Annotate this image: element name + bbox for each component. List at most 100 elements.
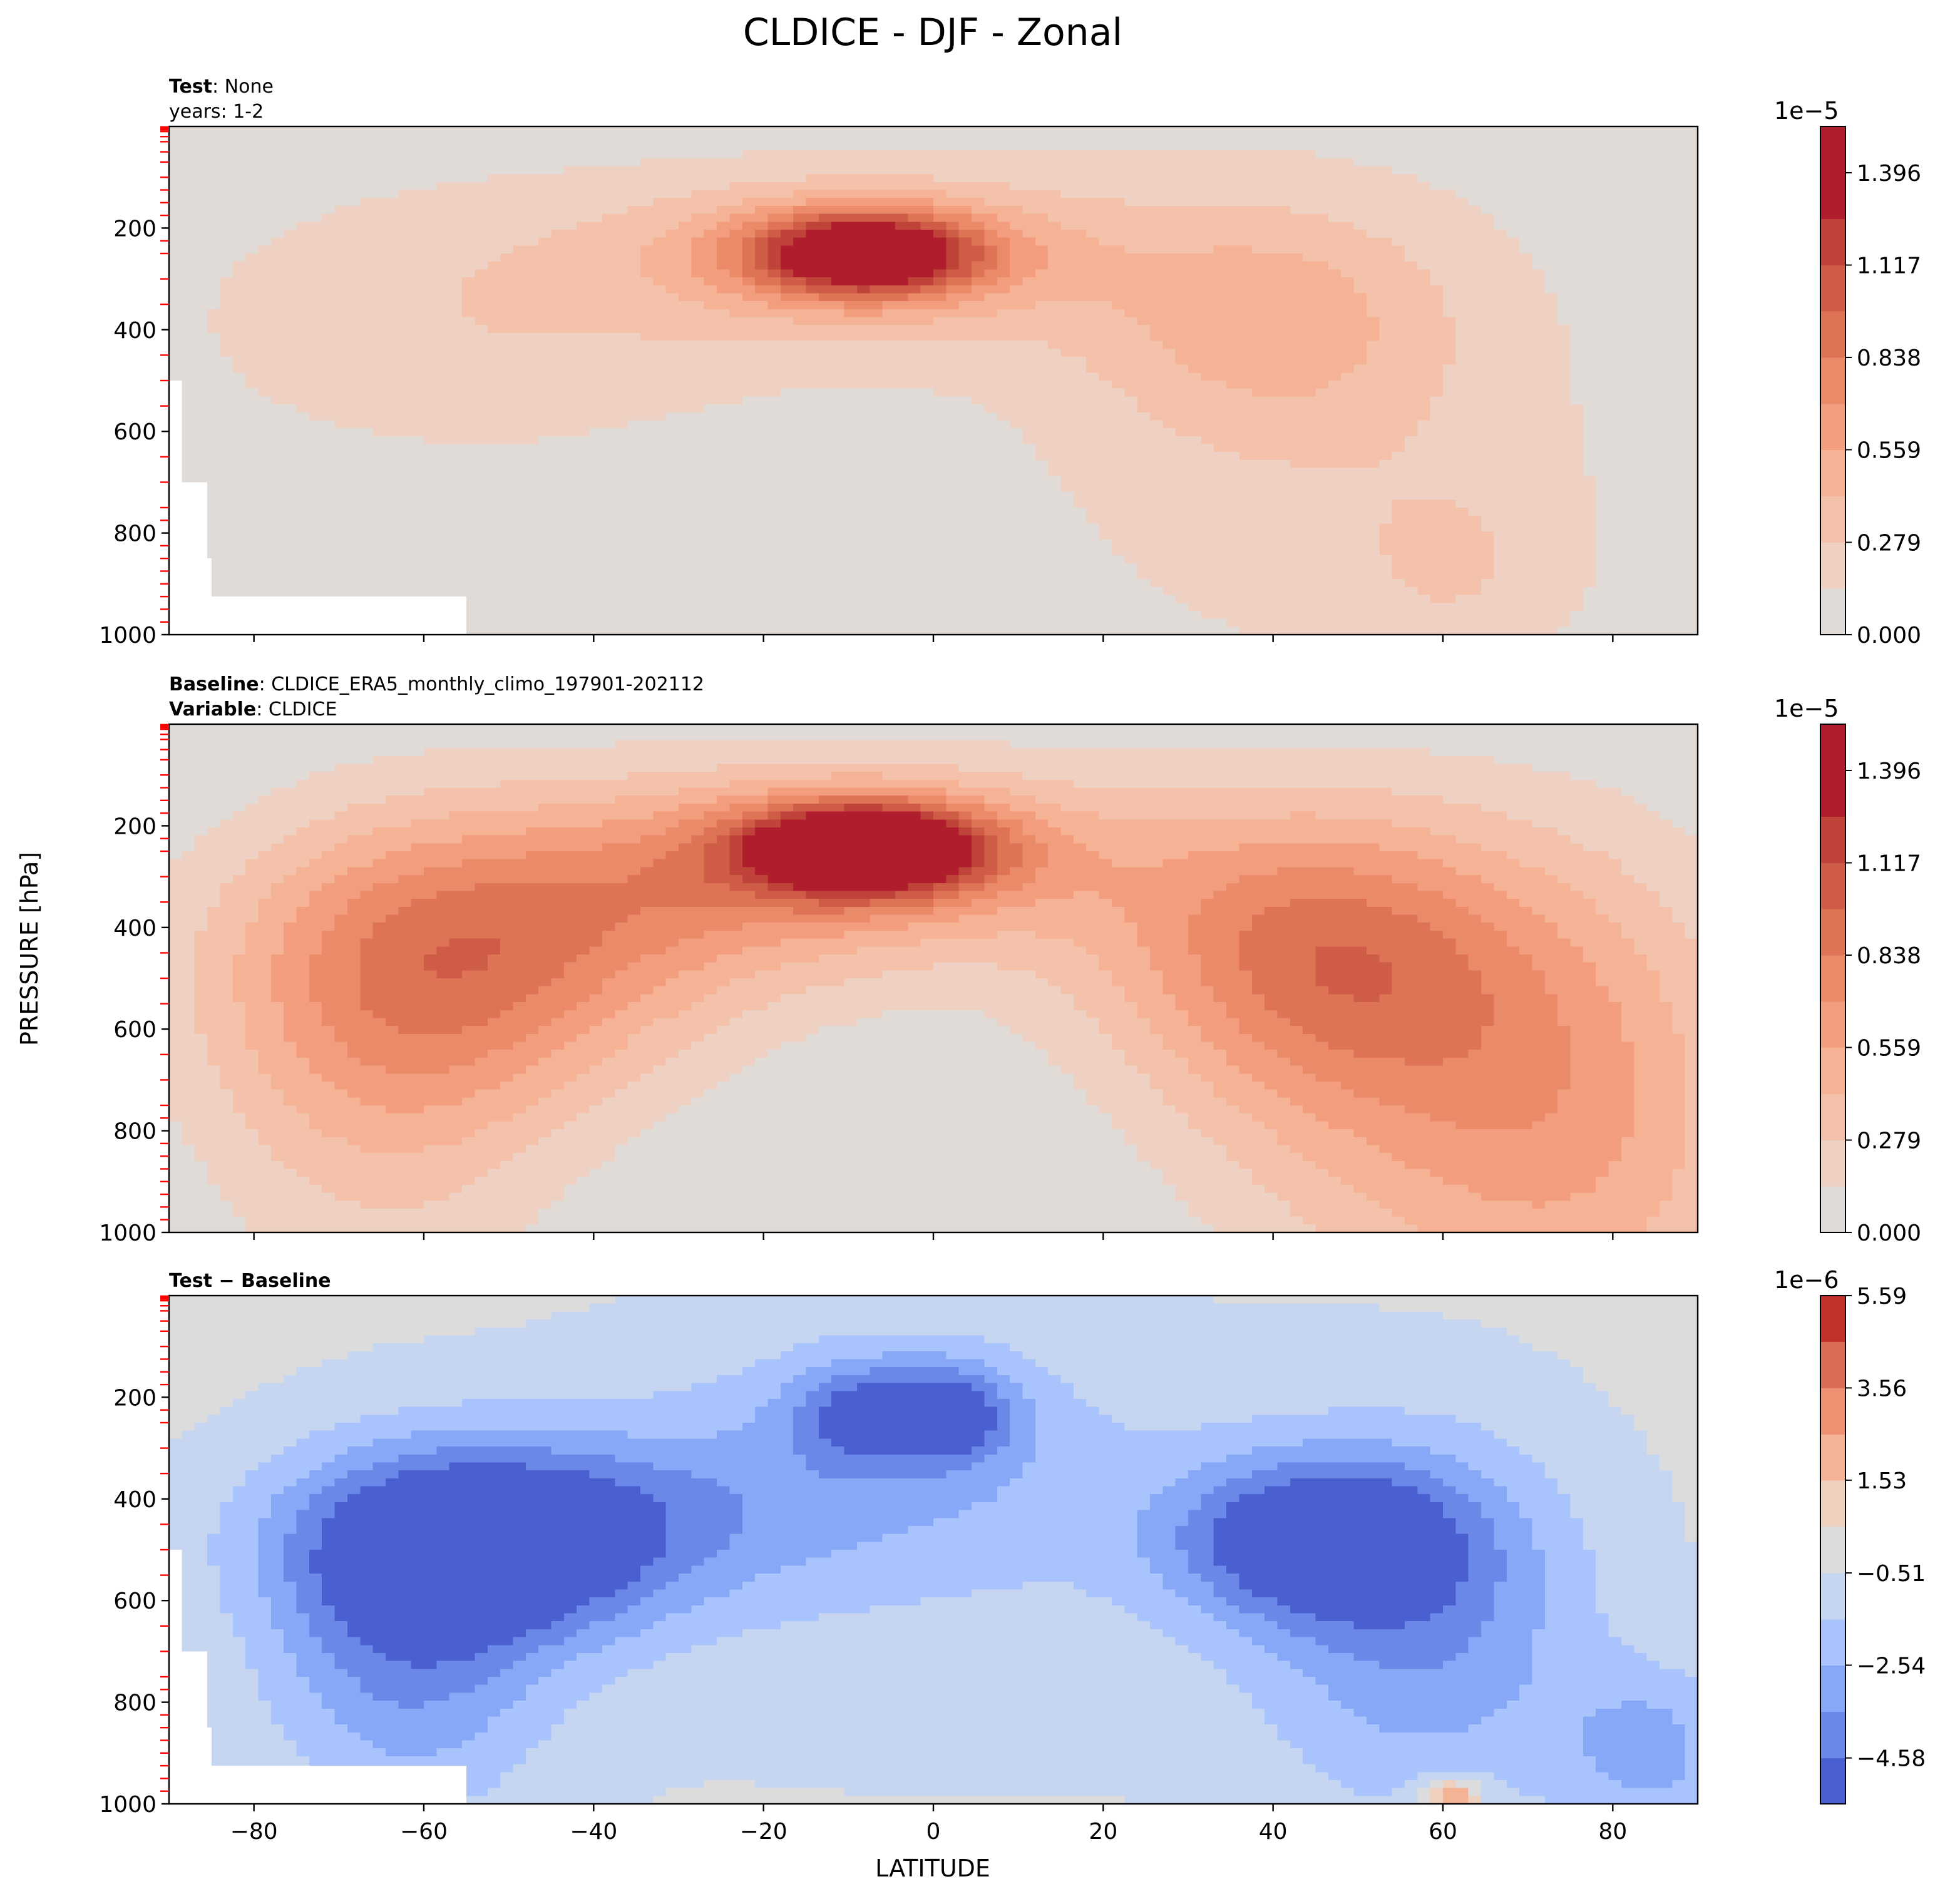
contour-cell bbox=[997, 332, 1010, 342]
contour-cell bbox=[589, 396, 603, 405]
contour-cell bbox=[958, 364, 972, 373]
contour-cell bbox=[1162, 126, 1176, 135]
contour-cell bbox=[1251, 388, 1265, 397]
contour-cell bbox=[1060, 158, 1074, 167]
contour-cell bbox=[958, 190, 972, 198]
contour-cell bbox=[1277, 245, 1291, 254]
contour-cell bbox=[602, 126, 615, 135]
contour-cell bbox=[1430, 126, 1444, 135]
contour-cell bbox=[296, 229, 310, 238]
contour-cell bbox=[1328, 309, 1342, 318]
contour-cell bbox=[1048, 213, 1062, 222]
contour-cell bbox=[245, 340, 259, 349]
contour-cell bbox=[436, 325, 450, 334]
contour-cell bbox=[780, 229, 794, 238]
contour-cell bbox=[729, 158, 743, 167]
contour-cell bbox=[1086, 166, 1100, 175]
contour-cell bbox=[640, 182, 654, 191]
contour-cell bbox=[627, 349, 641, 357]
contour-cell bbox=[806, 134, 819, 143]
contour-cell bbox=[1481, 182, 1494, 191]
contour-cell bbox=[1290, 222, 1303, 230]
contour-cell bbox=[1149, 222, 1163, 230]
contour-cell bbox=[232, 317, 246, 325]
contour-cell bbox=[589, 277, 603, 286]
contour-cell bbox=[589, 198, 603, 207]
contour-cell bbox=[615, 269, 629, 278]
contour-cell bbox=[1672, 222, 1686, 230]
contour-cell bbox=[245, 364, 259, 373]
contour-cell bbox=[717, 245, 730, 254]
contour-cell bbox=[194, 229, 208, 238]
contour-cell bbox=[1341, 349, 1355, 357]
contour-cell bbox=[1481, 174, 1494, 183]
contour-cell bbox=[844, 420, 858, 429]
contour-cell bbox=[207, 293, 220, 302]
contour-cell bbox=[1137, 134, 1151, 143]
contour-cell bbox=[844, 444, 858, 453]
contour-cell bbox=[640, 396, 654, 405]
contour-cell bbox=[551, 213, 565, 222]
contour-cell bbox=[487, 420, 501, 429]
contour-cell bbox=[538, 237, 552, 246]
contour-cell bbox=[563, 340, 577, 349]
contour-cell bbox=[1570, 245, 1584, 254]
contour-cell bbox=[372, 182, 386, 191]
contour-cell bbox=[347, 182, 361, 191]
contour-cell bbox=[679, 142, 692, 151]
contour-cell bbox=[717, 309, 730, 318]
contour-cell bbox=[220, 412, 233, 421]
contour-cell bbox=[1188, 325, 1201, 334]
contour-cell bbox=[182, 253, 195, 262]
contour-cell bbox=[1162, 412, 1176, 421]
contour-cell bbox=[1353, 356, 1367, 366]
contour-cell bbox=[1417, 261, 1431, 270]
contour-cell bbox=[449, 317, 463, 325]
contour-cell bbox=[232, 436, 246, 445]
contour-cell bbox=[729, 190, 743, 198]
contour-cell bbox=[1111, 364, 1125, 373]
contour-cell bbox=[1659, 126, 1673, 135]
contour-cell bbox=[958, 388, 972, 397]
contour-cell bbox=[309, 229, 322, 238]
contour-cell bbox=[831, 198, 845, 207]
contour-cell bbox=[895, 309, 908, 318]
contour-cell bbox=[1073, 317, 1087, 325]
contour-cell bbox=[220, 213, 233, 222]
contour-cell bbox=[704, 340, 717, 349]
contour-cell bbox=[398, 190, 412, 198]
contour-cell bbox=[1366, 190, 1380, 198]
contour-cell bbox=[284, 444, 297, 453]
contour-cell bbox=[1060, 213, 1074, 222]
contour-cell bbox=[1175, 269, 1189, 278]
contour-cell bbox=[1226, 309, 1239, 318]
contour-cell bbox=[1494, 340, 1507, 349]
contour-cell bbox=[1455, 420, 1469, 429]
contour-cell bbox=[972, 142, 985, 151]
contour-cell bbox=[270, 428, 284, 437]
contour-cell bbox=[1646, 349, 1660, 357]
contour-cell bbox=[844, 269, 858, 278]
contour-cell bbox=[1239, 349, 1253, 357]
contour-cell bbox=[411, 309, 424, 318]
contour-cell bbox=[1570, 325, 1584, 334]
contour-cell bbox=[844, 452, 858, 461]
contour-cell bbox=[500, 388, 514, 397]
contour-cell bbox=[1137, 412, 1151, 421]
contour-cell bbox=[1035, 198, 1049, 207]
contour-cell bbox=[1570, 150, 1584, 159]
contour-cell bbox=[1290, 237, 1303, 246]
contour-cell bbox=[207, 444, 220, 453]
contour-cell bbox=[1162, 388, 1176, 397]
contour-cell bbox=[742, 229, 756, 238]
contour-cell bbox=[513, 420, 526, 429]
contour-cell bbox=[1137, 420, 1151, 429]
contour-cell bbox=[1455, 381, 1469, 389]
contour-cell bbox=[1621, 213, 1634, 222]
contour-cell bbox=[1328, 340, 1342, 349]
contour-cell bbox=[1570, 317, 1584, 325]
contour-cell bbox=[1404, 325, 1418, 334]
contour-cell bbox=[1099, 245, 1112, 254]
contour-cell bbox=[856, 166, 870, 175]
contour-cell bbox=[767, 150, 781, 159]
